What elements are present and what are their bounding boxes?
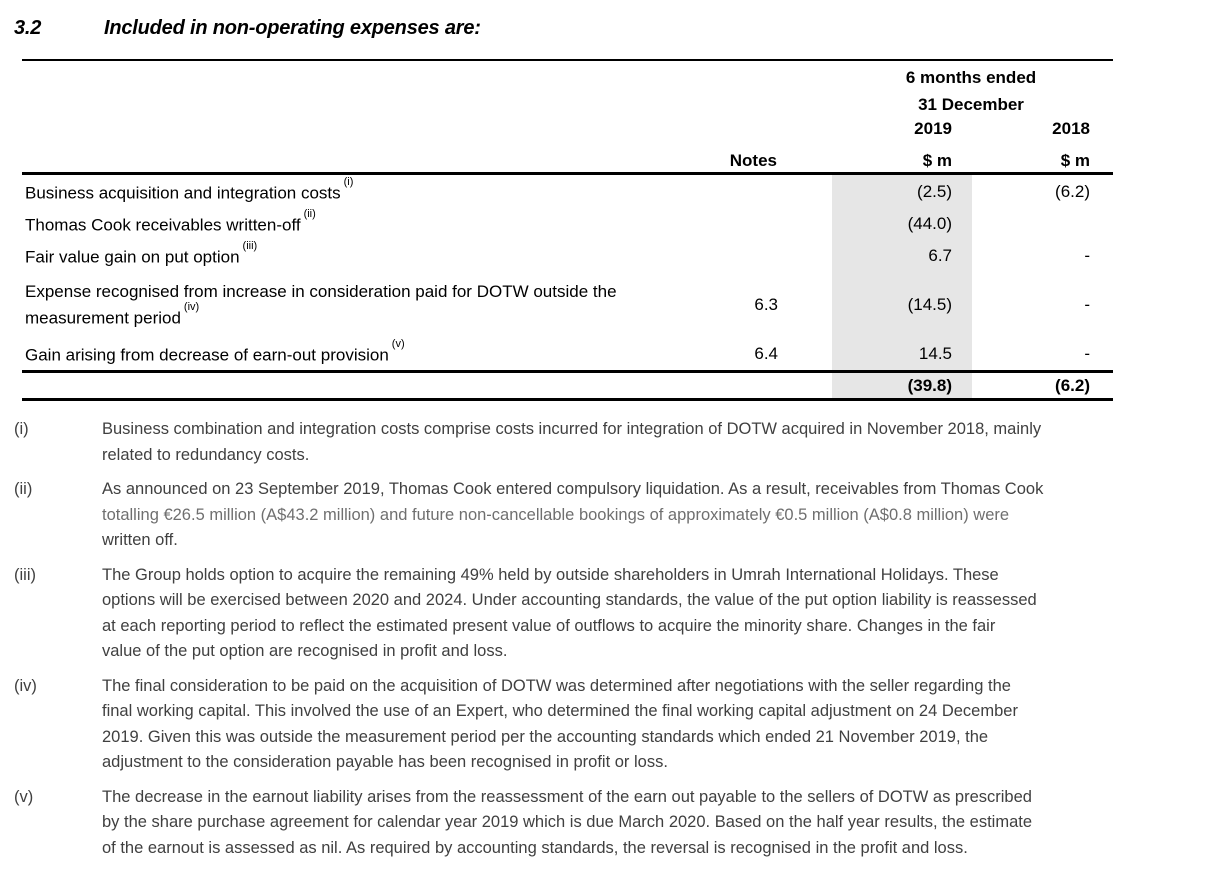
footnote-line: The decrease in the earnout liability ar… — [102, 787, 1032, 806]
table-body: Business acquisition and integration cos… — [22, 175, 1113, 370]
row-notes-cell: 6.3 — [754, 294, 778, 314]
column-header-2019: 2019 — [914, 119, 952, 138]
table-row: Business acquisition and integration cos… — [22, 175, 1113, 208]
footnote-ref-superscript: (v) — [391, 338, 405, 351]
footnote-text: As announced on 23 September 2019, Thoma… — [102, 477, 1043, 554]
row-value-2019: (14.5) — [832, 272, 972, 337]
footnote-text: The decrease in the earnout liability ar… — [102, 785, 1032, 862]
footnote-line: written off. — [102, 531, 178, 549]
row-value-2019: (2.5) — [832, 175, 972, 208]
column-gap — [778, 337, 832, 370]
total-value-2019: (39.8) — [832, 373, 972, 398]
footnote-line: Business combination and integration cos… — [102, 420, 1042, 438]
row-value-2018 — [972, 208, 1113, 239]
period-line1: 6 months ended — [905, 68, 1037, 87]
footnote-ref-superscript: (ii) — [303, 208, 316, 221]
row-value-2019: 6.7 — [832, 239, 972, 272]
footnote-text: The final consideration to be paid on th… — [102, 674, 1018, 776]
section-number: 3.2 — [14, 17, 42, 39]
column-header-2018: 2018 — [1052, 119, 1090, 138]
row-label: Expense recognised from increase in cons… — [22, 280, 738, 330]
unit-header-2018: $ m — [1060, 151, 1090, 170]
row-label: Gain arising from decrease of earn-out p… — [22, 338, 738, 367]
row-label-text: Thomas Cook receivables written-off — [25, 215, 301, 235]
footnote-line: related to redundancy costs. — [102, 445, 310, 464]
footnote-line: adjustment to the consideration payable … — [102, 753, 668, 771]
period-line2: 31 December — [918, 95, 1024, 114]
footnotes: (i) Business combination and integration… — [14, 417, 1219, 870]
column-gap — [778, 239, 832, 272]
footnote-item: (iii) The Group holds option to acquire … — [14, 563, 1219, 665]
footnote-marker: (iv) — [14, 676, 37, 695]
footnote-ref-superscript: (iv) — [183, 300, 200, 313]
footnote-line: by the share purchase agreement for cale… — [102, 813, 1033, 831]
total-value-2018: (6.2) — [1055, 375, 1090, 395]
row-label: Thomas Cook receivables written-off(ii) — [22, 208, 738, 237]
row-label: Fair value gain on put option(iii) — [22, 240, 738, 269]
footnote-item: (iv) The final consideration to be paid … — [14, 674, 1219, 776]
row-value-2018: - — [1084, 294, 1090, 314]
row-value-2018: - — [1084, 245, 1090, 265]
footnote-line: The Group holds option to acquire the re… — [102, 565, 999, 584]
unit-header-2019: $ m — [922, 151, 952, 170]
table-row: Gain arising from decrease of earn-out p… — [22, 337, 1113, 370]
table-row: Fair value gain on put option(iii) 6.7 - — [22, 239, 1113, 272]
table-row: Expense recognised from increase in cons… — [22, 272, 1113, 337]
section-heading: 3.2 Included in non-operating expenses a… — [14, 14, 481, 42]
non-operating-expenses-table: 6 months ended 31 December 2019 2018 Not… — [22, 59, 1113, 401]
footnote-text: The Group holds option to acquire the re… — [102, 563, 1037, 665]
column-gap — [778, 373, 832, 398]
footnote-line: value of the put option are recognised i… — [102, 642, 508, 660]
row-value-2019: 14.5 — [832, 337, 972, 370]
footnote-marker: (ii) — [14, 480, 33, 498]
row-label-text: Gain arising from decrease of earn-out p… — [25, 345, 389, 365]
row-label: Business acquisition and integration cos… — [22, 176, 738, 205]
footnote-marker: (iii) — [14, 565, 36, 584]
footnote-line: totalling €26.5 million (A$43.2 million)… — [102, 505, 1010, 524]
footnote-item: (ii) As announced on 23 September 2019, … — [14, 477, 1219, 554]
period-header: 6 months ended 31 December — [832, 64, 1110, 118]
footnote-line: of the earnout is assessed as nil. As re… — [102, 838, 968, 857]
row-label-text: Business acquisition and integration cos… — [25, 183, 341, 203]
footnote-text: Business combination and integration cos… — [102, 417, 1041, 468]
footnote-line: options will be exercised between 2020 a… — [102, 591, 1037, 609]
row-value-2018: (6.2) — [1055, 181, 1090, 201]
footnote-line: As announced on 23 September 2019, Thoma… — [102, 480, 1044, 498]
footnote-marker: (i) — [14, 420, 29, 438]
total-row: (39.8) (6.2) — [22, 370, 1113, 401]
table-row: Thomas Cook receivables written-off(ii) … — [22, 208, 1113, 239]
footnote-line: at each reporting period to reflect the … — [102, 616, 996, 635]
footnote-ref-superscript: (iii) — [242, 240, 258, 253]
footnote-line: final working capital. This involved the… — [102, 702, 1018, 720]
column-gap — [778, 175, 832, 208]
row-notes-cell: 6.4 — [754, 343, 778, 363]
column-gap — [778, 208, 832, 239]
footnote-item: (i) Business combination and integration… — [14, 417, 1219, 468]
footnote-ref-superscript: (i) — [343, 176, 354, 189]
column-header-notes: Notes — [729, 151, 777, 170]
column-gap — [778, 272, 832, 337]
row-label-text: Fair value gain on put option — [25, 247, 240, 267]
row-value-2018: - — [1084, 343, 1090, 363]
row-value-2019: (44.0) — [832, 208, 972, 239]
row-label-text: Expense recognised from increase in cons… — [25, 281, 617, 328]
footnote-item: (v) The decrease in the earnout liabilit… — [14, 785, 1219, 862]
footnote-marker: (v) — [14, 787, 34, 806]
section-title: Included in non-operating expenses are: — [104, 17, 481, 39]
footnote-line: 2019. Given this was outside the measure… — [102, 727, 989, 746]
footnote-line: The final consideration to be paid on th… — [102, 676, 1011, 695]
table-header: 6 months ended 31 December 2019 2018 Not… — [22, 61, 1113, 175]
